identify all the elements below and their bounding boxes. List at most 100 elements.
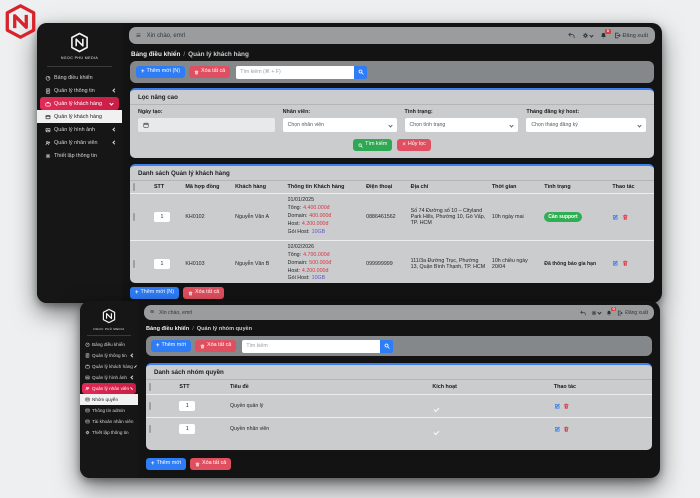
notifications-button[interactable]: 0 xyxy=(600,28,611,39)
sidebar-subitem-staff-accounts[interactable]: Tài khoản nhân viên xyxy=(80,416,138,427)
sidebar-item-customer-management[interactable]: Quản lý khách hàng xyxy=(40,97,119,110)
logout-button[interactable]: Đăng xuất xyxy=(614,32,648,39)
edit-icon[interactable] xyxy=(612,260,619,267)
stt-box[interactable]: 1 xyxy=(179,401,196,411)
settings-menu[interactable] xyxy=(591,310,602,316)
select-all-checkbox[interactable] xyxy=(133,183,135,191)
hamburger-menu-icon[interactable]: ≡ xyxy=(136,31,141,40)
col-title: Tiêu đề xyxy=(226,380,430,395)
trash-icon[interactable] xyxy=(563,426,570,433)
sidebar-item-image-management[interactable]: Quản lý hình ảnh xyxy=(37,123,122,136)
search-input[interactable] xyxy=(242,339,381,353)
notifications-button[interactable]: 0 xyxy=(606,306,617,316)
sidebar-item-label: Bảng điều khiển xyxy=(54,74,93,81)
top-navbar: ≡ Xin chào, emrl 0 Đăng xuất xyxy=(144,305,654,320)
phone-number: 099999999 xyxy=(366,260,393,267)
stt-box[interactable]: 1 xyxy=(153,211,170,222)
trash-icon[interactable] xyxy=(563,403,570,410)
footer-actions: + Thêm mới (N) Xóa tất cả xyxy=(130,287,654,299)
images-icon xyxy=(45,127,51,132)
date-created-label: Ngày tạo: xyxy=(138,109,163,115)
clear-filter-button[interactable]: × Hủy lọc xyxy=(397,139,431,151)
sidebar-subitem-admin-info[interactable]: Thông tin admin xyxy=(80,405,138,416)
reply-arrow-icon[interactable] xyxy=(567,32,575,39)
sidebar-item-staff-management[interactable]: Quản lý nhân viên xyxy=(37,136,122,149)
card-icon xyxy=(45,114,51,119)
host-month-select[interactable]: Chọn tháng đăng ký xyxy=(526,118,646,132)
brand-name: NGỌC PHÚ MEDIA xyxy=(60,56,99,60)
edit-icon[interactable] xyxy=(554,403,561,410)
breadcrumb-root[interactable]: Bảng điều khiển xyxy=(146,326,190,332)
edit-icon[interactable] xyxy=(612,214,619,221)
trash-icon[interactable] xyxy=(622,260,629,267)
time: 10h chiều ngày 20/04 xyxy=(491,257,528,270)
people-icon xyxy=(45,140,51,145)
sidebar-item-settings[interactable]: Thiết lập thông tin xyxy=(37,149,122,162)
sidebar-item-dashboard[interactable]: Bảng điều khiển xyxy=(37,71,122,84)
stt-box[interactable]: 1 xyxy=(153,258,170,269)
sidebar-item-image-management[interactable]: Quản lý hình ảnh xyxy=(80,372,138,383)
add-new-label: Thêm mới (N) xyxy=(140,289,174,296)
row-checkbox[interactable] xyxy=(149,402,151,410)
sidebar-item-label: Thông tin admin xyxy=(92,408,125,413)
filter-search-button[interactable]: Tìm kiếm xyxy=(353,139,393,151)
chevron-left-icon xyxy=(130,353,135,358)
customer-info-cell: 01/01/2025 Tổng: 4.400.000đ Domain: 400.00… xyxy=(284,193,364,241)
settings-menu[interactable] xyxy=(582,32,594,39)
delete-all-button[interactable]: Xóa tất cả xyxy=(183,287,225,299)
gear-icon xyxy=(591,310,597,315)
delete-all-button[interactable]: Xóa tất cả xyxy=(190,458,232,470)
sidebar-item-info-management[interactable]: Quản lý thông tin xyxy=(80,350,138,361)
top-navbar: ≡ Xin chào, emrl 0 Đăng xuất xyxy=(129,27,655,44)
reply-arrow-icon[interactable] xyxy=(580,310,586,316)
add-new-button[interactable]: + Thêm mới xyxy=(151,340,192,352)
sidebar-item-staff-management[interactable]: Quản lý nhân viên xyxy=(82,383,136,394)
customer-name: Nguyễn Văn B xyxy=(235,260,270,267)
logout-button[interactable]: Đăng xuất xyxy=(617,310,648,316)
add-new-button[interactable]: + Thêm mới (N) xyxy=(130,287,179,299)
search-icon xyxy=(384,343,390,349)
search-group xyxy=(242,339,394,353)
row-checkbox[interactable] xyxy=(133,259,135,268)
trash-icon[interactable] xyxy=(622,214,629,221)
edit-icon[interactable] xyxy=(554,426,561,433)
breadcrumb-separator: / xyxy=(192,326,194,332)
sidebar-subitem-permission-groups[interactable]: Nhóm quyền xyxy=(80,394,138,405)
col-actions: Thao tác xyxy=(609,181,654,194)
search-input[interactable] xyxy=(236,65,355,79)
select-all-checkbox[interactable] xyxy=(149,383,151,391)
customer-table: STT Mã hợp đồng Khách hàng Thông tin Khá… xyxy=(130,181,654,283)
sidebar-item-label: Quản lý nhân viên xyxy=(54,139,98,146)
col-stt: STT xyxy=(150,181,183,194)
staff-select[interactable]: Chọn nhân viên xyxy=(282,118,397,132)
sidebar-item-dashboard[interactable]: Bảng điều khiển xyxy=(80,339,138,350)
status-select[interactable]: Chọn tình trạng xyxy=(404,118,519,132)
breadcrumb-root[interactable]: Bảng điều khiển xyxy=(131,51,181,58)
filter-fields: Ngày tạo: Nhân viên: Chọn nhân viên xyxy=(130,105,654,132)
search-button[interactable] xyxy=(380,339,394,353)
table-row: 1 KH0103 Nguyễn Văn B 02/02/2026 Tổng: 4.… xyxy=(130,240,654,283)
chevron-down-icon xyxy=(387,122,393,128)
search-button[interactable] xyxy=(354,65,368,79)
date-created-input[interactable] xyxy=(138,118,275,132)
main-area: ≡ Xin chào, emrl 0 Đăng xuất xyxy=(122,23,662,303)
stt-box[interactable]: 1 xyxy=(179,424,196,434)
sidebar-item-customer-management[interactable]: Quản lý khách hàng xyxy=(80,361,138,372)
toolbar: + Thêm mới (N) Xóa tất cả xyxy=(130,61,654,83)
row-checkbox[interactable] xyxy=(149,425,151,433)
add-new-button[interactable]: + Thêm mới (N) xyxy=(136,66,185,78)
sidebar-item-settings[interactable]: Thiết lập thông tin xyxy=(80,427,138,438)
hamburger-menu-icon[interactable]: ≡ xyxy=(150,309,155,316)
add-new-button[interactable]: + Thêm mới xyxy=(146,458,187,470)
info-host-value: 4.200.000đ xyxy=(301,220,329,227)
chevron-left-icon xyxy=(130,375,135,380)
delete-all-button[interactable]: Xóa tất cả xyxy=(189,66,231,78)
sidebar-item-info-management[interactable]: Quản lý thông tin xyxy=(37,84,122,97)
trash-icon xyxy=(194,70,199,74)
chevron-down-icon xyxy=(509,122,515,128)
delete-all-button[interactable]: Xóa tất cả xyxy=(195,340,237,352)
sidebar-subitem-customer-management[interactable]: Quản lý khách hàng xyxy=(37,110,122,123)
row-checkbox[interactable] xyxy=(133,212,135,221)
people-icon xyxy=(85,386,90,391)
